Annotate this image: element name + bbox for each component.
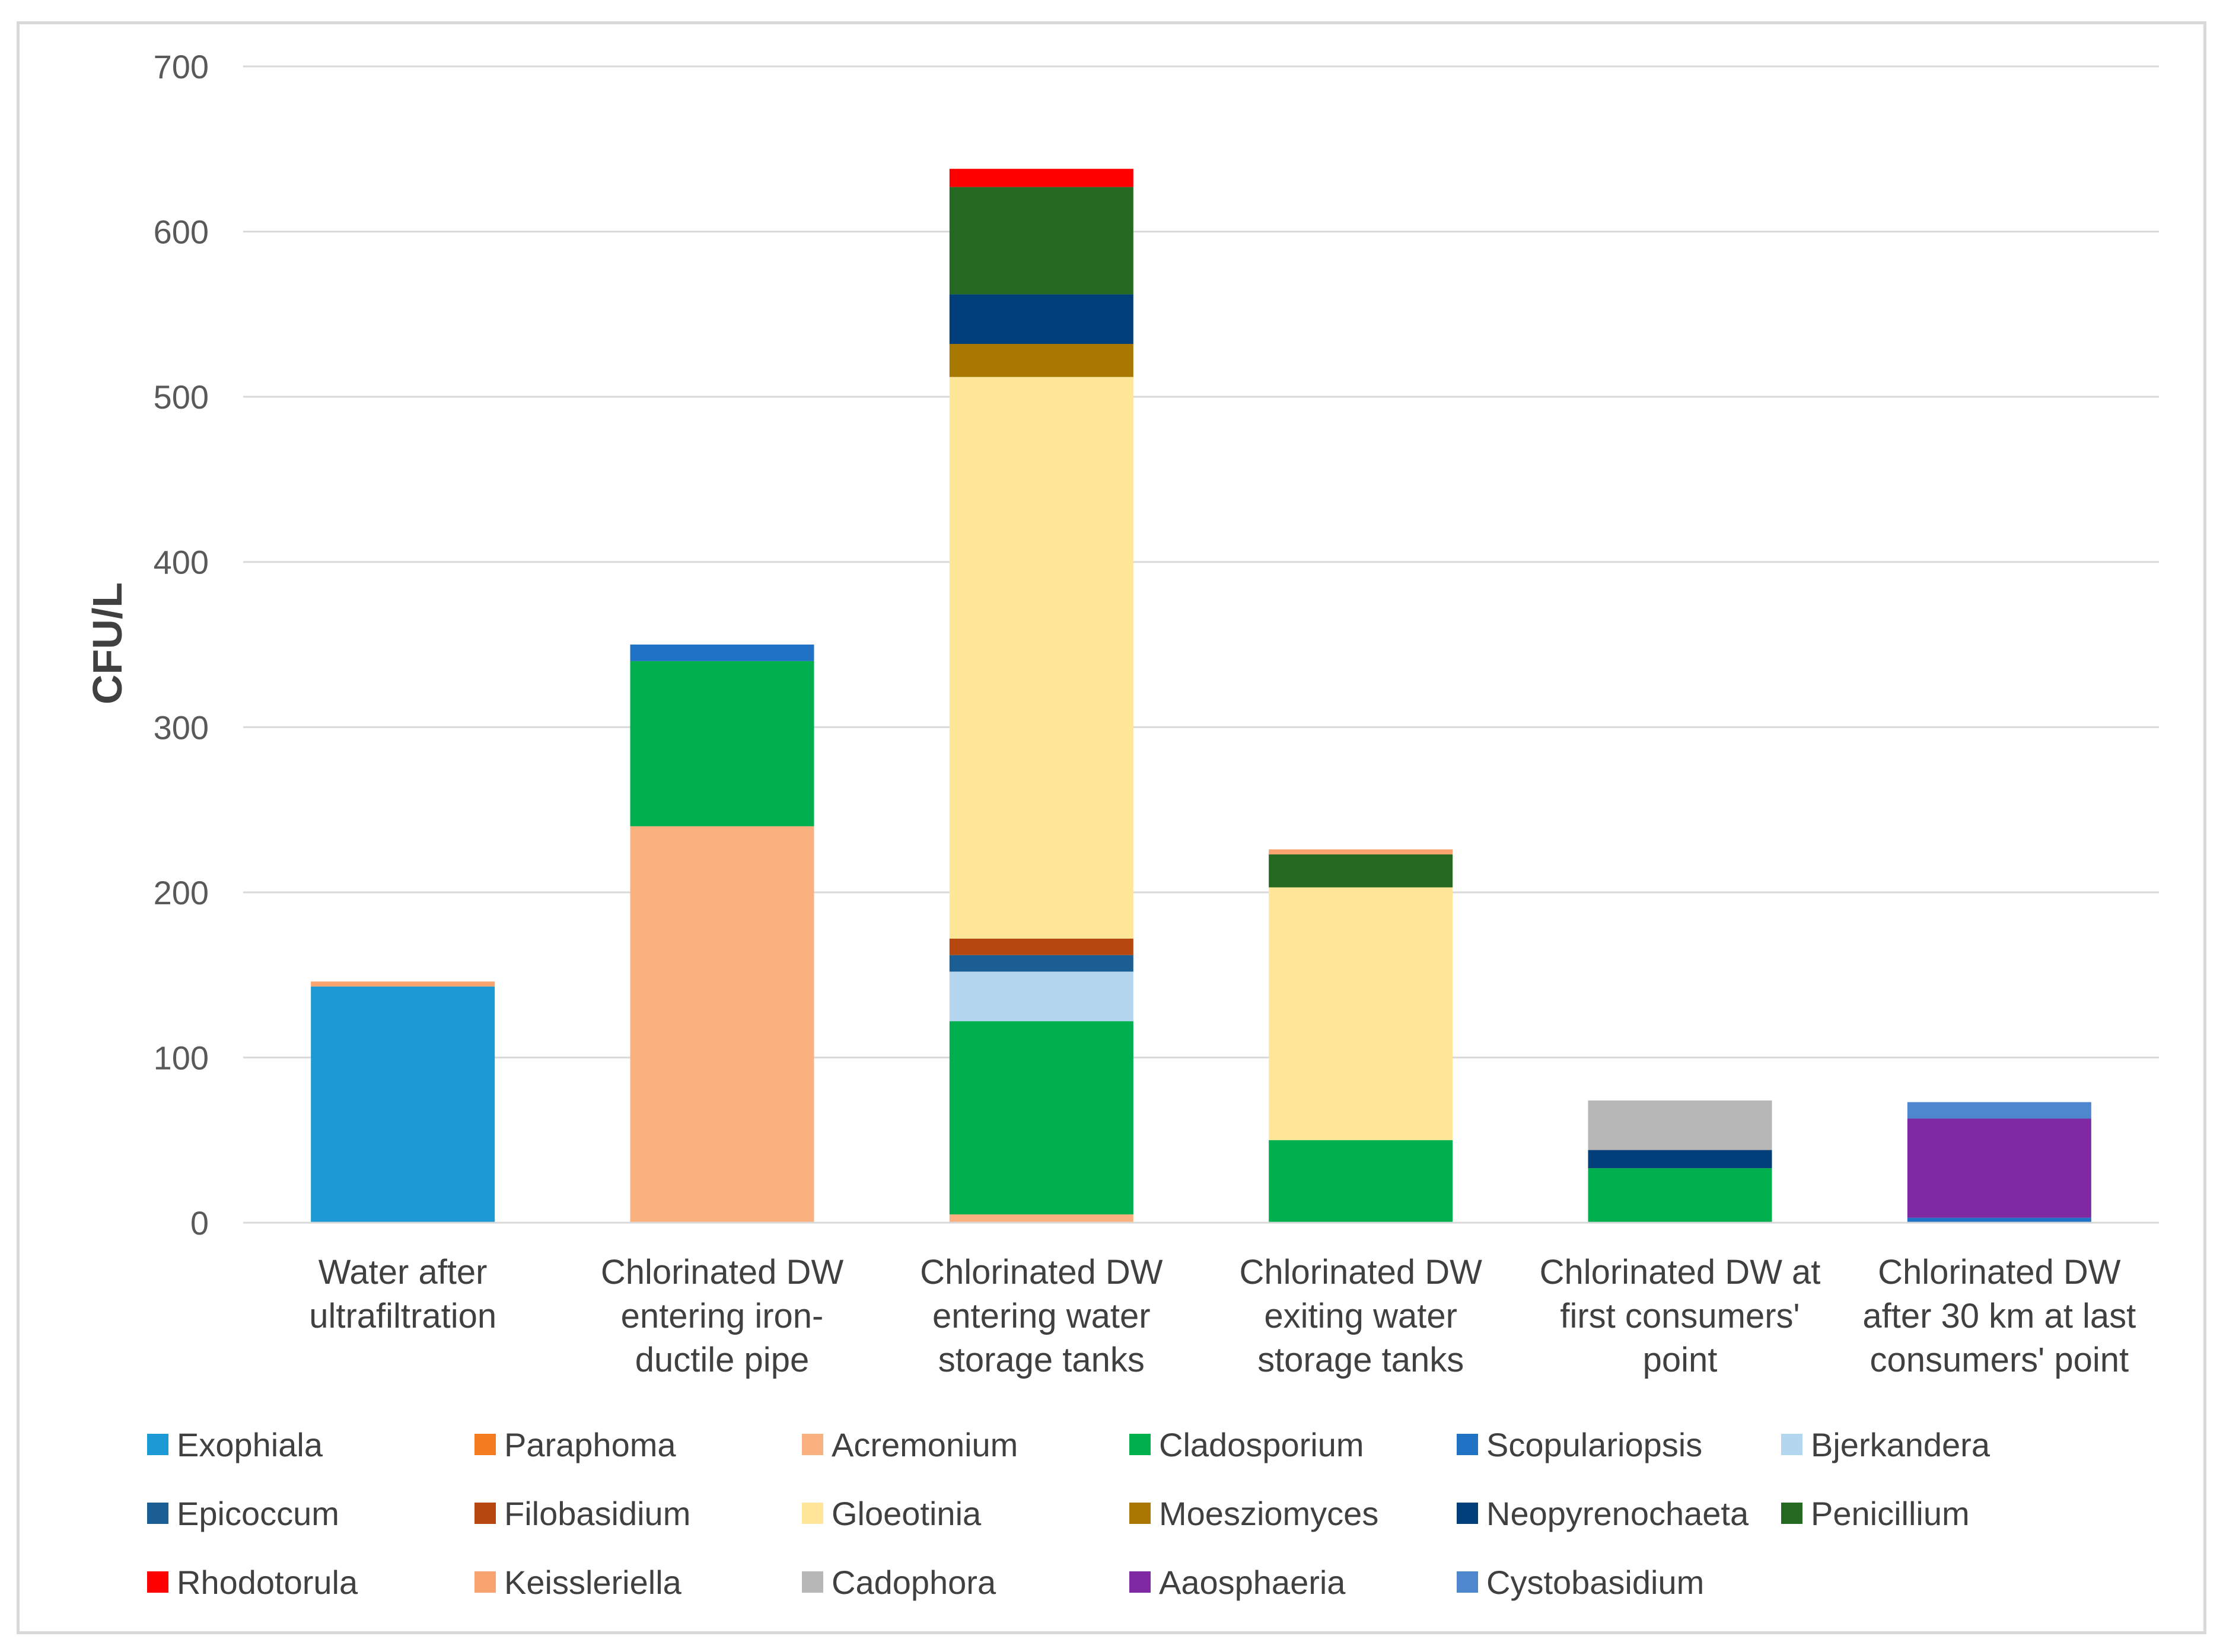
x-category-label: exiting water: [1264, 1297, 1457, 1335]
bar-segment-cladosporium: [949, 1021, 1133, 1215]
legend-label: Acremonium: [832, 1426, 1018, 1463]
legend-label: Exophiala: [177, 1426, 323, 1463]
legend-label: Rhodotorula: [177, 1564, 358, 1601]
legend-label: Paraphoma: [504, 1426, 676, 1463]
x-category-label: ultrafiltration: [309, 1297, 496, 1335]
legend-swatch: [1457, 1434, 1478, 1455]
x-category-label: Chlorinated DW: [1878, 1253, 2121, 1291]
legend-label: Cadophora: [832, 1564, 996, 1601]
legend-label: Cystobasidium: [1486, 1564, 1704, 1601]
y-tick-label: 200: [154, 874, 209, 911]
legend-swatch: [147, 1503, 168, 1524]
gridlines: [243, 65, 2159, 1058]
y-tick-label: 100: [154, 1039, 209, 1076]
bar-segment-penicillium: [1269, 854, 1453, 888]
bar-segment-aaosphaeria: [1907, 1118, 2091, 1218]
bar-segment-cladosporium: [630, 661, 814, 827]
bar-segment-acremonium: [949, 1214, 1133, 1223]
bar-segment-scopulariopsis: [630, 645, 814, 661]
bar-segment-acremonium: [630, 826, 814, 1223]
x-category-label: consumers' point: [1870, 1341, 2129, 1379]
legend-swatch: [802, 1503, 823, 1524]
bar-segment-cystobasidium: [1907, 1102, 2091, 1119]
bar-segment-filobasidium: [949, 938, 1133, 955]
legend-swatch: [474, 1571, 496, 1593]
legend-label: Penicillium: [1811, 1495, 1970, 1532]
bar-segment-moesziomyces: [949, 344, 1133, 377]
legend-swatch: [1129, 1503, 1151, 1524]
x-category-label: first consumers': [1560, 1297, 1800, 1335]
legend-swatch: [802, 1434, 823, 1455]
bar-segment-neopyrenochaeta: [949, 294, 1133, 344]
y-axis-ticks: 0 100 200 300 400 500 600 700: [154, 48, 209, 1242]
x-category-label: ductile pipe: [635, 1341, 809, 1379]
y-tick-label: 0: [190, 1204, 209, 1242]
bar-segment-gloeotinia: [1269, 887, 1453, 1140]
legend-swatch: [1129, 1434, 1151, 1455]
legend-swatch: [1457, 1571, 1478, 1593]
legend-label: Epicoccum: [177, 1495, 339, 1532]
y-axis-label: CFU/L: [84, 582, 130, 704]
x-category-label: entering iron-: [621, 1297, 824, 1335]
legend: Exophiala Paraphoma Acremonium Cladosporium…: [147, 1426, 1990, 1601]
x-category-label: storage tanks: [1257, 1341, 1464, 1379]
bar-segment-neopyrenochaeta: [1588, 1150, 1772, 1169]
y-tick-label: 600: [154, 213, 209, 251]
x-axis-category-labels: Water after ultrafiltration Chlorinated DW…: [309, 1253, 2136, 1379]
legend-label: Moesziomyces: [1159, 1495, 1378, 1532]
legend-label: Bjerkandera: [1811, 1426, 1990, 1463]
legend-swatch: [147, 1434, 168, 1455]
legend-label: Filobasidium: [504, 1495, 690, 1532]
legend-swatch: [1457, 1503, 1478, 1524]
bar-segment-cadophora: [1588, 1100, 1772, 1150]
x-category-label: entering water: [932, 1297, 1151, 1335]
bar-segment-keissleriella: [311, 981, 495, 987]
bar-segment-scopulariopsis: [1907, 1217, 2091, 1223]
bar-segment-gloeotinia: [949, 377, 1133, 939]
x-category-label: Water after: [319, 1253, 488, 1291]
legend-label: Gloeotinia: [832, 1495, 982, 1532]
bar-segment-rhodotorula: [949, 168, 1133, 187]
legend-swatch: [802, 1571, 823, 1593]
x-category-label: Chlorinated DW at: [1540, 1253, 1821, 1291]
x-category-label: after 30 km at last: [1862, 1297, 2136, 1335]
legend-label: Aaosphaeria: [1159, 1564, 1346, 1601]
legend-label: Keissleriella: [504, 1564, 682, 1601]
bar-segment-penicillium: [949, 187, 1133, 295]
bars: [311, 168, 2091, 1223]
legend-swatch: [474, 1503, 496, 1524]
legend-swatch: [147, 1571, 168, 1593]
legend-swatch: [1781, 1434, 1802, 1455]
x-category-label: Chlorinated DW: [601, 1253, 844, 1291]
legend-swatch: [1781, 1503, 1802, 1524]
bar-segment-cladosporium: [1588, 1168, 1772, 1223]
legend-swatch: [474, 1434, 496, 1455]
legend-label: Neopyrenochaeta: [1486, 1495, 1749, 1532]
x-category-label: storage tanks: [938, 1341, 1145, 1379]
y-tick-label: 400: [154, 544, 209, 581]
bar-segment-epicoccum: [949, 955, 1133, 972]
x-category-label: point: [1643, 1341, 1718, 1379]
y-tick-label: 500: [154, 378, 209, 416]
bar-segment-keissleriella: [1269, 849, 1453, 854]
x-category-label: Chlorinated DW: [920, 1253, 1163, 1291]
x-category-label: Chlorinated DW: [1239, 1253, 1482, 1291]
y-tick-label: 300: [154, 709, 209, 746]
bar-segment-cladosporium: [1269, 1140, 1453, 1223]
bar-segment-bjerkandera: [949, 971, 1133, 1022]
legend-label: Cladosporium: [1159, 1426, 1364, 1463]
legend-swatch: [1129, 1571, 1151, 1593]
y-tick-label: 700: [154, 48, 209, 85]
legend-label: Scopulariopsis: [1486, 1426, 1702, 1463]
bar-segment-exophiala: [311, 986, 495, 1223]
